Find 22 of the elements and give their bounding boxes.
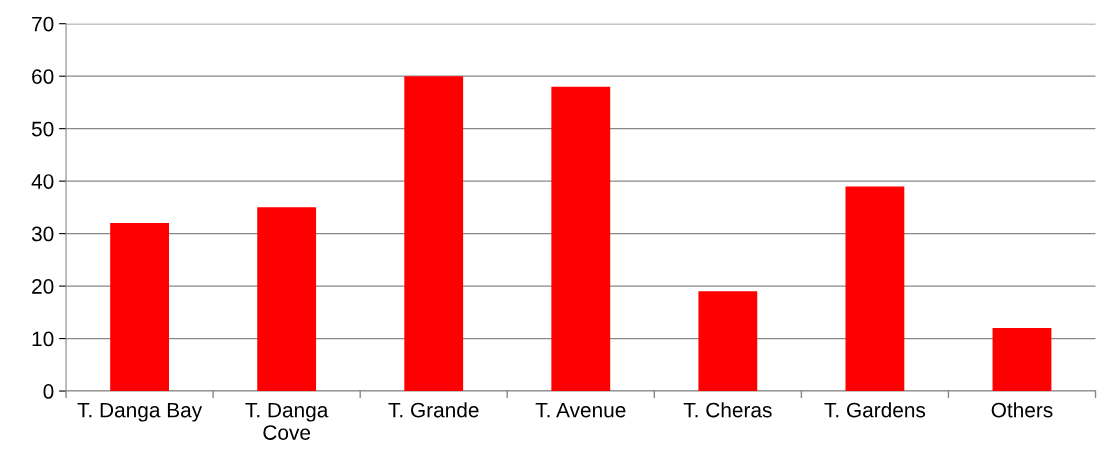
bar [257,207,317,392]
x-tick-label: T. Danga Bay [77,402,203,422]
y-tick-label: 30 [31,226,54,242]
bar [110,223,169,392]
bar [698,291,758,392]
x-tick-label: T. Grande [388,402,479,418]
x-tick-label: T. Avenue [535,402,626,418]
x-tick-label: T. Gardens [824,402,926,418]
y-tick-label: 70 [32,16,54,32]
bar [404,76,464,392]
x-tick-label: Others [991,402,1053,418]
y-tick-label: 40 [31,174,54,189]
y-tick-label: 60 [32,69,54,84]
bar [992,328,1052,392]
y-tick-label: 10 [32,331,54,347]
y-tick-label: 20 [32,279,54,294]
bar [845,186,905,392]
x-tick-label: T. Cheras [683,402,772,418]
y-tick-label: 0 [43,384,54,399]
y-tick-label: 50 [31,121,54,137]
bar [551,86,611,392]
x-tick-label: T. Danga Cove [245,402,329,440]
